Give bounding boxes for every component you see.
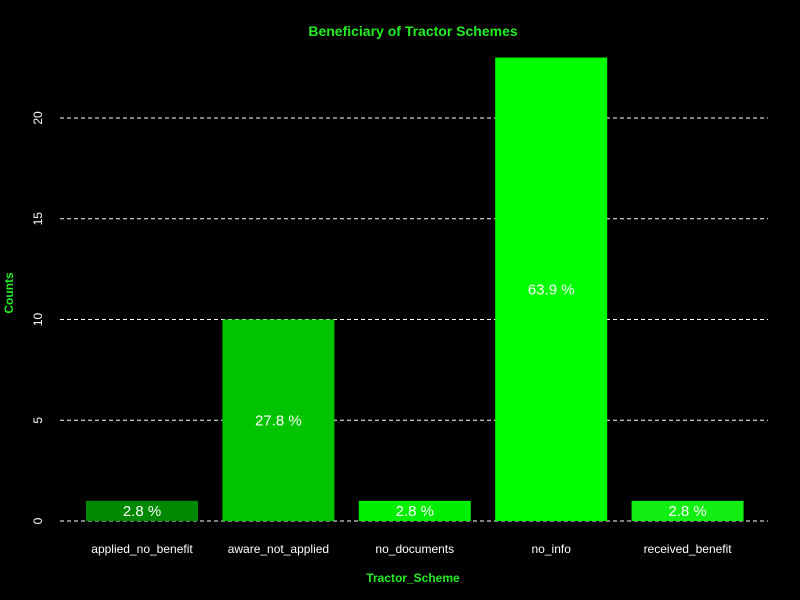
bar-no-documents xyxy=(358,500,471,521)
y-tick-label: 5 xyxy=(31,417,45,424)
bars xyxy=(86,57,744,522)
bar-no-info xyxy=(495,57,608,522)
bar-applied-no-benefit xyxy=(86,500,198,521)
grid-lines xyxy=(60,117,768,522)
bar-value-label: 27.8 % xyxy=(255,412,302,429)
y-axis-title: Counts xyxy=(2,272,16,314)
x-axis-title: Tractor_Scheme xyxy=(366,571,460,585)
bar-value-label: 63.9 % xyxy=(528,281,575,298)
bar-value-label: 2.8 % xyxy=(668,503,706,520)
bar-value-label: 2.8 % xyxy=(396,503,434,520)
y-tick-label: 10 xyxy=(31,313,45,327)
x-tick-labels: applied_no_benefit aware_not_applied no_do… xyxy=(91,542,732,556)
bar-received-benefit xyxy=(631,500,744,521)
x-tick-label: applied_no_benefit xyxy=(91,542,193,556)
y-tick-labels: 0 5 10 15 20 xyxy=(31,111,45,524)
x-tick-label: no_documents xyxy=(375,542,454,556)
bar-labels: 2.8 % 27.8 % 2.8 % 63.9 % 2.8 % xyxy=(123,281,707,520)
bar-value-label: 2.8 % xyxy=(123,503,161,520)
chart-title: Beneficiary of Tractor Schemes xyxy=(308,23,518,39)
y-tick-label: 0 xyxy=(31,517,45,524)
x-tick-label: received_benefit xyxy=(644,542,733,556)
x-tick-label: no_info xyxy=(532,542,572,556)
bar-aware-not-applied xyxy=(222,319,335,521)
x-tick-label: aware_not_applied xyxy=(228,542,329,556)
y-tick-label: 15 xyxy=(31,212,45,226)
y-tick-label: 20 xyxy=(31,111,45,125)
